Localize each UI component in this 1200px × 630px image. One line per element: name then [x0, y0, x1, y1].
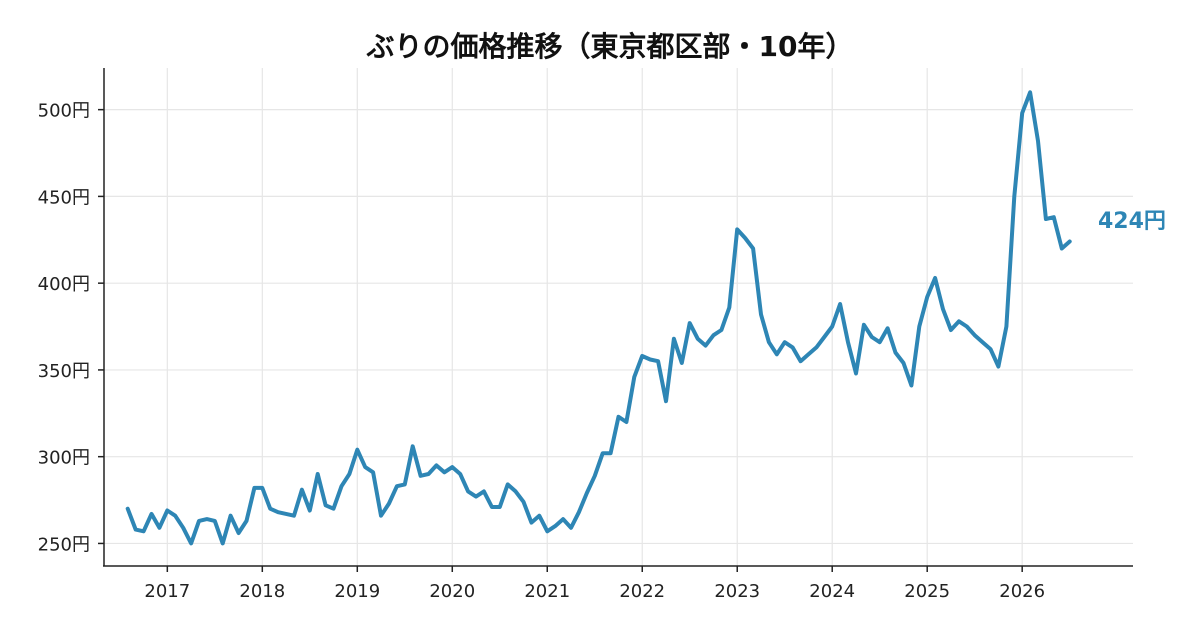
- chart-title: ぶりの価格推移（東京都区部・10年）: [366, 30, 854, 63]
- y-tick-label: 350円: [38, 361, 90, 382]
- y-tick-label: 450円: [38, 187, 90, 208]
- price-line: [125, 90, 1072, 546]
- axis-ticks: 250円 300円 350円 400円 450円 500円 2017 2018 2019 2020…: [38, 101, 1045, 602]
- y-tick-label: 500円: [38, 101, 90, 122]
- y-tick-label: 300円: [38, 448, 90, 469]
- x-tick-label: 2026: [999, 581, 1045, 602]
- x-tick-label: 2019: [334, 581, 380, 602]
- x-tick-label: 2021: [524, 581, 570, 602]
- x-tick-label: 2017: [144, 581, 190, 602]
- y-tick-label: 400円: [38, 274, 90, 295]
- x-tick-label: 2025: [904, 581, 950, 602]
- gridlines: [104, 68, 1133, 566]
- x-tick-label: 2020: [429, 581, 475, 602]
- x-tick-label: 2018: [239, 581, 285, 602]
- y-tick-label: 250円: [38, 534, 90, 555]
- x-tick-label: 2024: [809, 581, 855, 602]
- end-value-label: 424円: [1098, 209, 1166, 234]
- x-tick-label: 2023: [714, 581, 760, 602]
- x-tick-label: 2022: [619, 581, 665, 602]
